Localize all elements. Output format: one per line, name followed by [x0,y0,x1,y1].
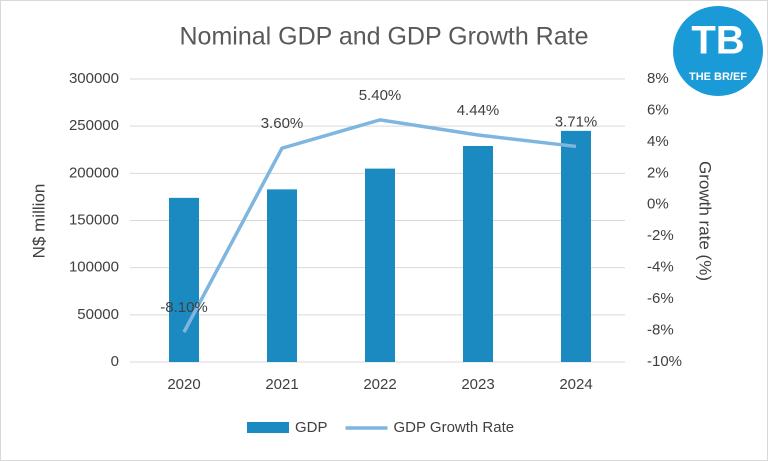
y2-tick-label: 6% [647,101,669,118]
y2-axis-label: Growth rate (%) [696,161,715,281]
y-tick-label: 250000 [69,117,119,134]
legend-label: GDP Growth Rate [394,419,515,436]
y-tick-label: 150000 [69,211,119,228]
x-tick-label: 2020 [167,376,200,393]
logo-circle [673,6,763,96]
data-label: 3.60% [261,115,304,132]
x-tick-label: 2023 [461,376,494,393]
x-tick-label: 2024 [559,376,592,393]
y-axis-label: N$ million [29,184,48,259]
y-tick-label: 100000 [69,259,119,276]
y2-tick-label: 4% [647,133,669,150]
y-tick-label: 300000 [69,70,119,87]
chart-title: Nominal GDP and GDP Growth Rate [180,23,589,51]
bar [267,189,297,362]
y2-tick-label: 2% [647,164,669,181]
logo-initials: TB [691,19,744,63]
y-tick-label: 200000 [69,164,119,181]
x-tick-label: 2021 [265,376,298,393]
line [182,118,577,333]
y2-tick-label: -6% [647,290,674,307]
y2-tick-label: 8% [647,70,669,87]
y2-tick-label: 0% [647,196,669,213]
data-label: -8.10% [160,299,208,316]
y2-tick-label: -2% [647,227,674,244]
bar [463,145,493,362]
x-tick-label: 2022 [363,376,396,393]
y2-tick-label: -10% [647,353,682,370]
data-label: 3.71% [555,113,598,130]
bar [561,130,591,362]
bar [365,168,395,362]
legend-label: GDP [295,419,328,436]
y2-tick-label: -4% [647,259,674,276]
legend-swatch [247,422,289,433]
logo-name: THE BR/EF [689,71,747,83]
y-tick-label: 0 [111,353,119,370]
y2-tick-label: -8% [647,322,674,339]
y-tick-label: 50000 [77,306,119,323]
data-label: 4.44% [457,102,500,119]
data-label: 5.40% [359,87,402,104]
bar [169,197,199,362]
